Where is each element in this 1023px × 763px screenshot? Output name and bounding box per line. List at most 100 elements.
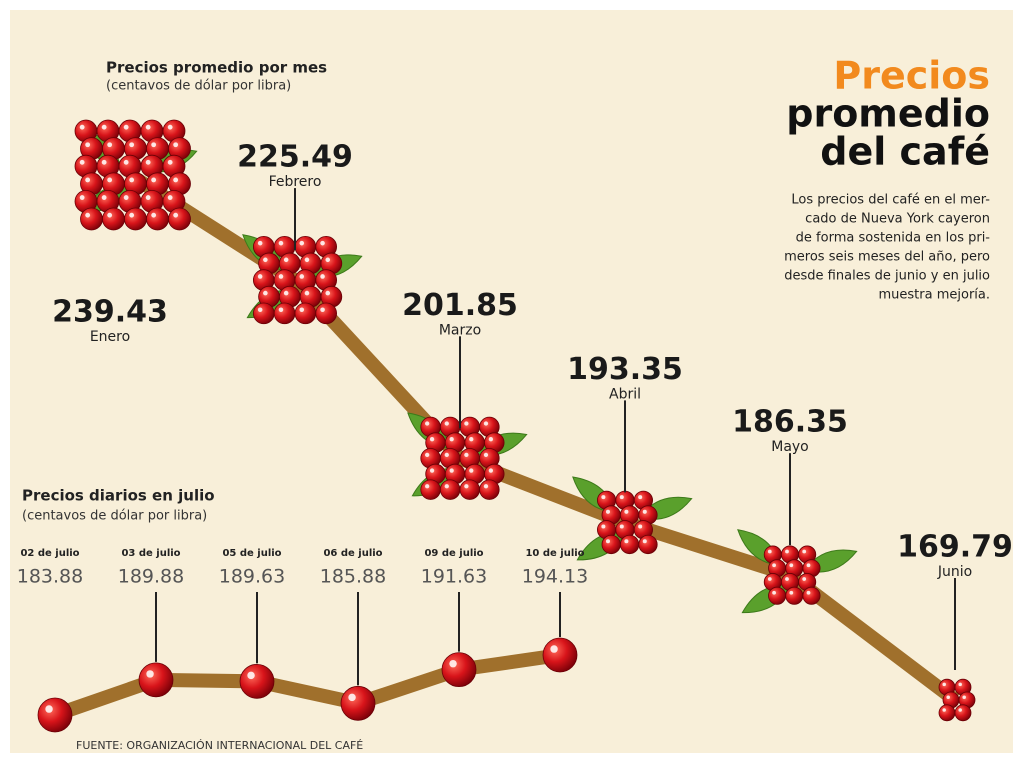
value-label: 189.63 bbox=[219, 566, 285, 588]
value-label: 169.79 bbox=[897, 530, 1013, 565]
berry-shine bbox=[425, 452, 430, 458]
berry-shine bbox=[257, 307, 263, 313]
berry-shine bbox=[299, 307, 305, 313]
berry-shine bbox=[101, 124, 107, 130]
berry bbox=[239, 663, 275, 699]
berry-shine bbox=[123, 195, 129, 200]
berry-shine bbox=[278, 307, 284, 313]
chart-subtitle: (centavos de dólar por libra) bbox=[22, 509, 207, 524]
berry-shine bbox=[299, 240, 305, 246]
berry-shine bbox=[605, 539, 611, 544]
berry bbox=[619, 534, 640, 555]
source: FUENTE: ORGANIZACIÓN INTERNACIONAL DEL C… bbox=[76, 739, 363, 752]
berry-cluster bbox=[737, 529, 858, 614]
berry-shine bbox=[942, 708, 946, 712]
berry bbox=[785, 586, 804, 605]
berry-shine bbox=[958, 682, 962, 687]
berry-shine bbox=[101, 159, 107, 165]
berry-shine bbox=[483, 484, 489, 489]
berry-shine bbox=[483, 421, 489, 426]
berry-shine bbox=[79, 124, 85, 130]
berry-shine bbox=[767, 549, 772, 554]
description: cado de Nueva York cayeron bbox=[805, 212, 990, 227]
berry-shine bbox=[299, 274, 305, 279]
berry-shine bbox=[469, 468, 474, 473]
berry bbox=[601, 534, 621, 555]
description: de forma sostenida en los pri- bbox=[796, 231, 991, 246]
berry-shine bbox=[107, 142, 113, 148]
category-label: Marzo bbox=[439, 322, 481, 338]
berry-shine bbox=[642, 509, 647, 514]
berry-shine bbox=[449, 437, 454, 442]
berry-shine bbox=[101, 195, 107, 200]
category-label: 10 de julio bbox=[525, 548, 584, 559]
berry-shine bbox=[107, 177, 113, 183]
berry-shine bbox=[488, 468, 494, 473]
berry-shine bbox=[444, 452, 449, 458]
berry-shine bbox=[325, 257, 331, 263]
berry bbox=[638, 534, 658, 555]
berry-shine bbox=[278, 274, 284, 279]
berry-shine bbox=[145, 124, 151, 130]
berry-cluster bbox=[74, 119, 198, 231]
value-label: 225.49 bbox=[237, 140, 353, 175]
chart-subtitle: (centavos de dólar por libra) bbox=[106, 79, 291, 94]
berry-shine bbox=[263, 257, 268, 263]
berry-shine bbox=[79, 159, 85, 165]
berry-shine bbox=[449, 659, 457, 668]
berry-shine bbox=[767, 577, 772, 581]
berry-cluster bbox=[572, 476, 693, 561]
berry-shine bbox=[348, 693, 356, 702]
value-label: 189.88 bbox=[118, 566, 184, 588]
berry-shine bbox=[958, 708, 962, 712]
category-label: 06 de julio bbox=[323, 548, 382, 559]
berry-cluster bbox=[407, 412, 528, 500]
berry bbox=[459, 479, 481, 500]
category-label: Mayo bbox=[771, 439, 809, 455]
description: desde finales de junio y en julio bbox=[784, 269, 990, 284]
berry-shine bbox=[320, 274, 325, 279]
berry-shine bbox=[802, 549, 807, 554]
berry-shine bbox=[772, 563, 776, 568]
berry bbox=[768, 586, 787, 605]
berry-shine bbox=[550, 645, 558, 653]
berry-shine bbox=[429, 437, 435, 442]
berry-shine bbox=[107, 212, 113, 218]
berry-shine bbox=[444, 421, 449, 426]
berry-shine bbox=[151, 212, 157, 218]
chart-title: Precios diarios en julio bbox=[22, 487, 215, 505]
berry-shine bbox=[283, 290, 289, 296]
berry bbox=[542, 637, 578, 673]
berry-shine bbox=[962, 695, 966, 699]
berry-shine bbox=[146, 670, 154, 678]
berry-shine bbox=[624, 509, 629, 514]
berry bbox=[124, 207, 147, 231]
berry bbox=[37, 697, 73, 733]
berry-shine bbox=[449, 468, 454, 473]
berry-shine bbox=[278, 240, 284, 246]
berry bbox=[420, 479, 441, 500]
berry bbox=[273, 302, 296, 325]
berry-shine bbox=[772, 590, 776, 595]
berry-shine bbox=[283, 257, 289, 263]
category-label: Febrero bbox=[269, 174, 322, 190]
berry bbox=[37, 697, 73, 733]
berry-shine bbox=[167, 124, 173, 130]
berry-shine bbox=[806, 590, 811, 595]
berry-shine bbox=[638, 495, 643, 500]
berry-shine bbox=[173, 142, 179, 148]
description: muestra mejoría. bbox=[879, 288, 991, 303]
berry-shine bbox=[85, 142, 91, 148]
berry bbox=[802, 586, 821, 605]
berry bbox=[138, 662, 174, 698]
berry-shine bbox=[151, 142, 157, 148]
berry-shine bbox=[619, 524, 624, 529]
berry-shine bbox=[173, 177, 179, 183]
berry bbox=[102, 207, 125, 231]
berry-shine bbox=[85, 177, 91, 183]
berry-shine bbox=[167, 159, 173, 165]
berry-shine bbox=[129, 212, 135, 218]
berry-shine bbox=[151, 177, 157, 183]
berry bbox=[340, 685, 376, 721]
berry bbox=[168, 207, 191, 231]
